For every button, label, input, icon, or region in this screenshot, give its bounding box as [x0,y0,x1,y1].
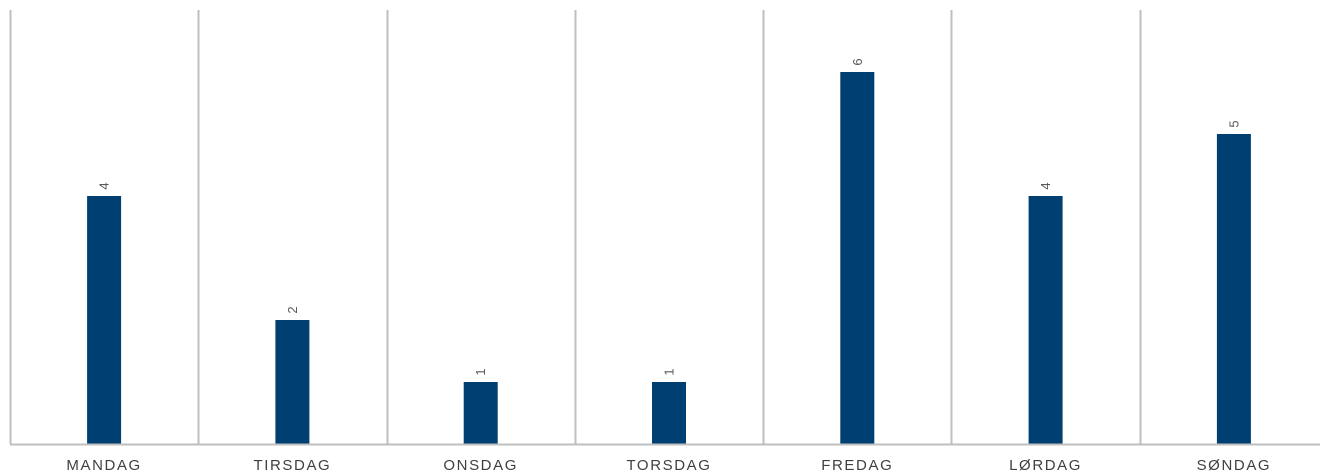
data-label: 2 [285,306,300,313]
category-label: FREDAG [821,457,893,474]
bar-fredag [840,72,875,444]
category-label: MANDAG [66,457,141,474]
bar-torsdag [652,382,686,444]
bar-onsdag [463,382,498,444]
data-labels: 4 2 1 1 6 4 5 [97,58,1242,375]
category-label: SØNDAG [1197,457,1272,474]
bar-tirsdag [275,320,310,444]
data-label: 5 [1226,120,1241,127]
data-label: 1 [473,368,488,375]
data-label: 4 [1038,182,1053,189]
bar-søndag [1216,134,1251,444]
category-labels: MANDAG TIRSDAG ONSDAG TORSDAG FREDAG LØRDAG SØ… [66,457,1272,474]
category-label: ONSDAG [443,457,518,474]
category-label: LØRDAG [1009,457,1082,474]
category-label: TORSDAG [626,457,711,474]
bar-mandag [87,196,122,444]
data-label: 6 [850,58,865,65]
data-label: 4 [97,182,112,189]
data-label: 1 [662,368,677,375]
bars [87,72,1251,444]
category-separators [9,10,1142,444]
bar-lørdag [1028,196,1063,444]
category-label: TIRSDAG [253,457,331,474]
